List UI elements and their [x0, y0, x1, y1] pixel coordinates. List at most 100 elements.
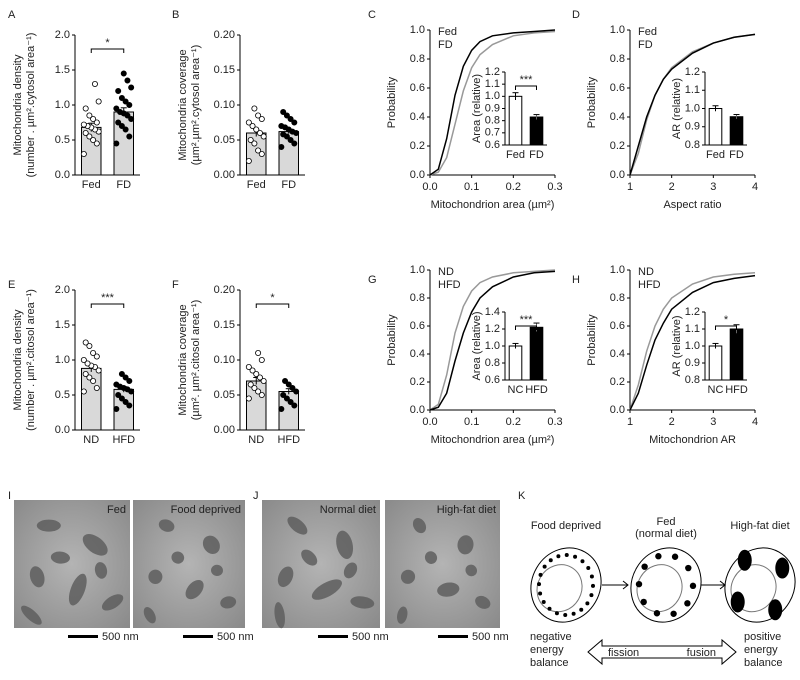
data-point	[122, 98, 129, 105]
panel-label: C	[368, 9, 376, 21]
data-point	[120, 70, 127, 77]
mitochondrion	[101, 594, 124, 611]
y-tick-label: 0.6	[410, 82, 425, 94]
mitochondrion	[397, 606, 408, 624]
y-axis-label: AR (relative)	[671, 78, 683, 139]
mito-dot	[730, 591, 745, 613]
y-tick-label: 0.4	[410, 111, 425, 123]
y-tick-label: 0.20	[214, 29, 235, 41]
state-label: (normal diet)	[635, 528, 697, 540]
data-point	[86, 374, 93, 381]
y-tick-label: 1.4	[485, 306, 500, 318]
mitochondrion	[350, 596, 375, 609]
mitochondrion	[343, 562, 358, 579]
y-axis-label: Probability	[386, 76, 398, 128]
y-tick-label: 0.5	[55, 389, 70, 401]
scale-bar	[438, 635, 468, 638]
bar	[529, 326, 544, 381]
panel-label: A	[8, 9, 16, 21]
mitochondrion	[465, 564, 478, 577]
cdf-line	[429, 29, 556, 176]
mito-dot	[671, 553, 679, 560]
data-point	[128, 84, 135, 91]
y-tick-label: 1.5	[55, 64, 70, 76]
mito-dot	[564, 553, 569, 558]
error-bar	[712, 342, 719, 349]
x-tick-label: HFD	[725, 384, 748, 396]
data-point	[260, 133, 267, 140]
panel-label: J	[253, 490, 259, 502]
data-point	[84, 360, 91, 367]
y-tick-label: 0.15	[214, 64, 235, 76]
mitochondrion	[457, 535, 474, 555]
scale-bar	[318, 635, 348, 638]
mito-dot	[537, 582, 542, 587]
x-tick-label: HFD	[277, 434, 300, 446]
mitochondrion	[143, 607, 156, 624]
data-point	[93, 119, 100, 126]
data-point	[90, 377, 97, 384]
data-point	[245, 157, 252, 164]
data-point	[82, 339, 89, 346]
y-tick-label: 0.9	[685, 121, 700, 133]
significance-bracket	[515, 85, 537, 90]
data-point	[124, 77, 131, 84]
data-point	[80, 121, 87, 128]
micrograph-label: Normal diet	[320, 504, 376, 516]
y-tick-label: 0.00	[214, 169, 235, 181]
data-point	[256, 374, 263, 381]
data-point	[251, 384, 258, 391]
bar	[729, 328, 744, 381]
x-tick-label: 0.2	[506, 181, 521, 193]
error-bar	[512, 92, 519, 100]
data-point	[118, 395, 125, 402]
y-tick-label: 0.05	[214, 389, 235, 401]
y-tick-label: 2.0	[55, 284, 70, 296]
data-point	[249, 123, 256, 130]
significance-bracket	[90, 303, 125, 308]
x-tick-label: 3	[710, 181, 716, 193]
data-point	[128, 116, 135, 123]
data-point	[118, 123, 125, 130]
mito-dot	[563, 612, 568, 617]
state-label: Food deprived	[531, 520, 601, 532]
data-point	[86, 342, 93, 349]
data-point	[86, 112, 93, 119]
mito-dot	[548, 558, 553, 563]
mito-dot	[573, 554, 578, 559]
y-axis-label: Mitochondria coverage	[177, 304, 189, 415]
y-tick-label: 1.0	[485, 340, 500, 352]
mito-dot	[542, 564, 547, 569]
y-tick-label: 1.1	[685, 84, 700, 96]
y-axis-label: Mitochondria coverage	[177, 49, 189, 160]
data-point	[278, 123, 285, 130]
significance-label: *	[724, 314, 729, 326]
x-tick-label: NC	[708, 384, 724, 396]
mitochondrion	[274, 602, 285, 629]
cdf-line	[429, 269, 556, 411]
panel-label: D	[572, 9, 580, 21]
state-label: High-fat diet	[730, 520, 789, 532]
data-point	[278, 405, 285, 412]
mitochondrion	[158, 519, 175, 532]
y-tick-label: 0.8	[410, 292, 425, 304]
data-point	[255, 147, 262, 154]
y-tick-label: 0.8	[610, 53, 625, 65]
scale-label: 500 nm	[352, 631, 389, 643]
nucleus	[636, 564, 683, 613]
balance-label: balance	[530, 657, 569, 669]
x-tick-label: 0.1	[464, 416, 479, 428]
mito-dot	[589, 593, 594, 598]
mito-dot	[579, 607, 584, 612]
x-tick-label: ND	[248, 434, 264, 446]
y-tick-label: 0.4	[410, 348, 425, 360]
mitochondrion	[68, 573, 87, 606]
data-point	[117, 109, 124, 116]
data-point	[255, 112, 262, 119]
balance-label: balance	[744, 657, 783, 669]
arrow	[602, 580, 629, 590]
data-point	[255, 349, 262, 356]
scale-label: 500 nm	[102, 631, 139, 643]
data-point	[113, 105, 120, 112]
